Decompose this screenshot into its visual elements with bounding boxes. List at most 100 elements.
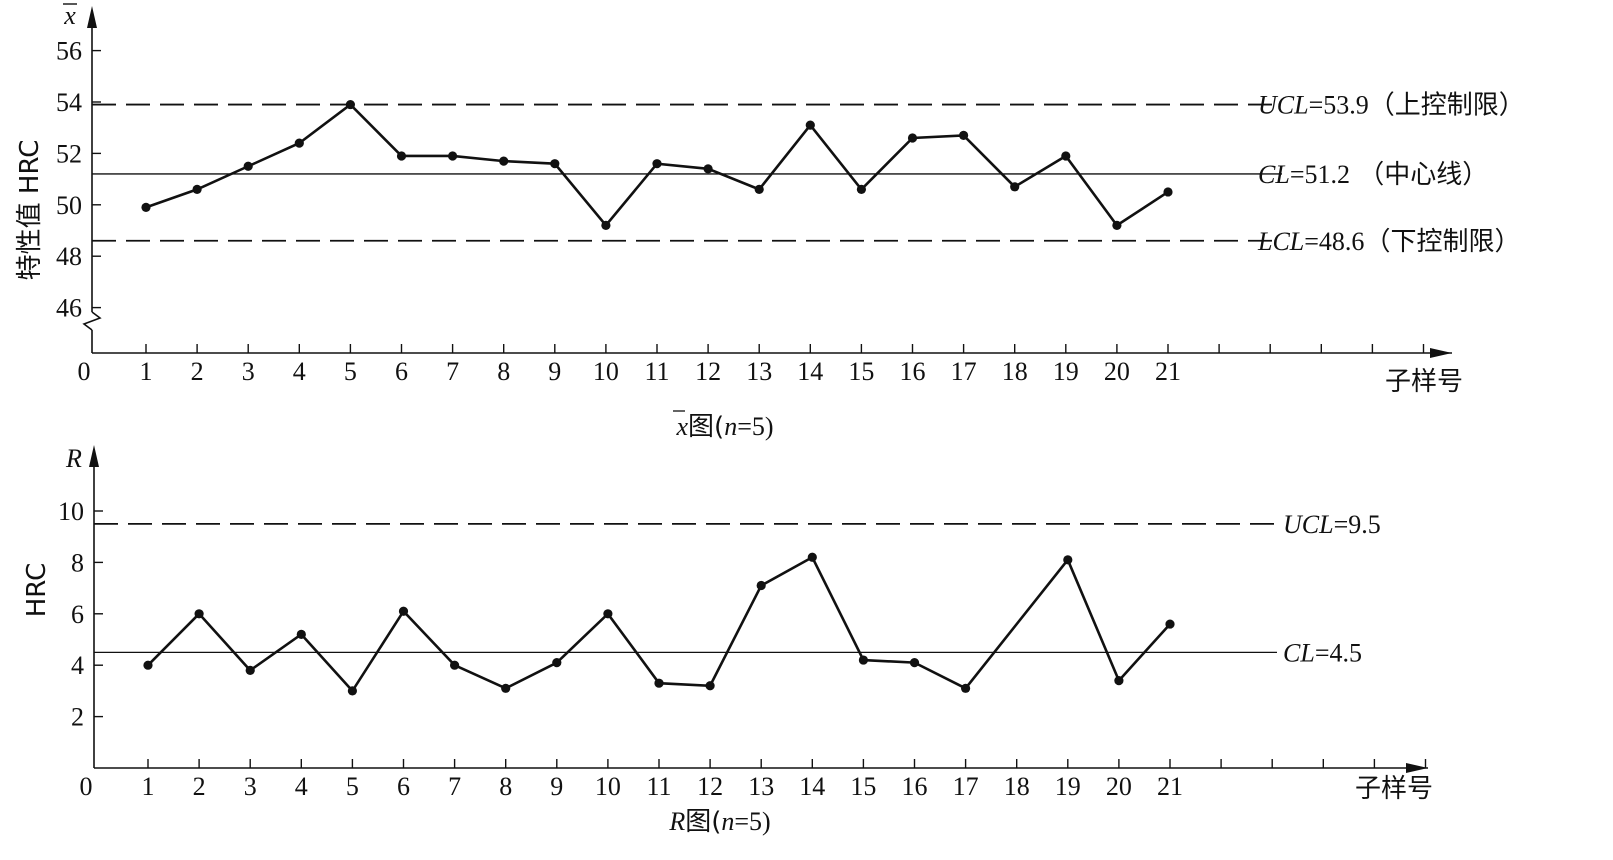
data-point [1165, 619, 1175, 629]
x-tick-label: 5 [344, 357, 357, 386]
data-point [194, 609, 204, 619]
caption-n: n [724, 412, 737, 441]
x-tick-label: 13 [746, 357, 772, 386]
x-tick-label: 16 [902, 772, 928, 801]
y-tick-label: 50 [56, 191, 82, 220]
x-axis-arrow [1430, 348, 1452, 358]
x-origin-label: 0 [78, 357, 91, 386]
x-tick-label: 1 [140, 357, 153, 386]
control-label-note: （中心线） [1350, 160, 1488, 190]
caption-n: n [721, 807, 734, 836]
y-axis-arrow [89, 445, 99, 467]
data-point [243, 161, 253, 171]
data-point [552, 658, 562, 668]
y-axis-label: HRC [22, 563, 52, 617]
control-label-value: =4.5 [1315, 638, 1362, 667]
data-point [345, 99, 355, 110]
y-tick-label: 54 [56, 88, 82, 117]
control-label-ucl: UCL=9.5 [1283, 510, 1381, 539]
data-point [1063, 555, 1073, 565]
x-tick-label: 11 [646, 772, 671, 801]
x-tick-label: 4 [293, 357, 306, 386]
y-tick-label: 2 [71, 703, 84, 732]
data-point [756, 580, 766, 591]
x-tick-label: 6 [395, 357, 408, 386]
x-tick-label: 20 [1104, 357, 1130, 386]
x-tick-label: 3 [244, 772, 257, 801]
x-tick-label: 2 [191, 357, 204, 386]
data-point [448, 151, 458, 161]
caption-rest: =5) [734, 807, 770, 836]
data-point [805, 120, 815, 130]
data-point [959, 130, 969, 141]
x-tick-label: 13 [748, 772, 774, 801]
control-label-note: （上控制限） [1369, 91, 1525, 121]
x-tick-label: 2 [193, 772, 206, 801]
data-point [856, 184, 867, 194]
data-point [909, 658, 920, 668]
data-point [550, 159, 560, 169]
x-tick-label: 20 [1106, 772, 1132, 801]
data-point [143, 660, 153, 670]
y-tick-label: 8 [71, 548, 84, 577]
control-label-value: =53.9 [1309, 91, 1369, 120]
data-point [1112, 220, 1122, 230]
data-point [141, 202, 151, 212]
y-axis-break-mark [82, 311, 102, 331]
x-tick-label: 15 [848, 357, 874, 386]
y-axis-arrow [87, 6, 97, 28]
data-point [245, 665, 255, 675]
x-tick-label: 15 [850, 772, 876, 801]
y-tick-label: 4 [71, 651, 84, 680]
control-label-value: =9.5 [1334, 510, 1381, 539]
data-point [294, 138, 304, 148]
data-point [1061, 151, 1071, 161]
data-point [652, 159, 662, 169]
data-point [1010, 182, 1020, 192]
data-point [347, 686, 357, 696]
x-tick-label: 4 [295, 772, 308, 801]
data-point [807, 552, 817, 562]
x-tick-label: 18 [1002, 357, 1028, 386]
y-tick-label: 10 [58, 497, 84, 526]
x-tick-label: 9 [548, 357, 561, 386]
x-tick-label: 7 [448, 772, 461, 801]
x-tick-label: 8 [497, 357, 510, 386]
control-label-name: LCL [1257, 227, 1304, 256]
x-axis-label: 子样号 [1355, 774, 1433, 804]
x-tick-label: 1 [142, 772, 155, 801]
x-tick-label: 21 [1157, 772, 1183, 801]
data-point [1114, 676, 1124, 686]
x-tick-label: 21 [1155, 357, 1181, 386]
data-point [1163, 187, 1173, 197]
data-point [601, 220, 611, 230]
x-tick-label: 12 [695, 357, 721, 386]
x-tick-label: 5 [346, 772, 359, 801]
caption-text: 图( [688, 412, 724, 442]
data-point [858, 655, 869, 665]
control-label-cl: CL=4.5 [1283, 638, 1362, 667]
data-point [603, 609, 613, 619]
data-point [398, 606, 409, 616]
control-label-name: CL [1258, 160, 1290, 189]
x-tick-label: 6 [397, 772, 410, 801]
data-series-line [147, 555, 1171, 694]
control-label-name: UCL [1258, 91, 1309, 120]
x-tick-label: 19 [1053, 357, 1079, 386]
x-tick-label: 19 [1055, 772, 1081, 801]
data-point [499, 156, 509, 166]
x-tick-label: 16 [900, 357, 926, 386]
x-tick-label: 11 [644, 357, 669, 386]
y-axis-symbol: x [63, 1, 76, 30]
x-tick-label: 17 [953, 772, 979, 801]
x-tick-label: 9 [550, 772, 563, 801]
x-tick-label: 8 [499, 772, 512, 801]
x-tick-label: 10 [593, 357, 619, 386]
control-label-name: CL [1283, 638, 1315, 667]
x-tick-label: 18 [1004, 772, 1030, 801]
caption-rest: =5) [737, 412, 773, 441]
x-tick-label: 7 [446, 357, 459, 386]
